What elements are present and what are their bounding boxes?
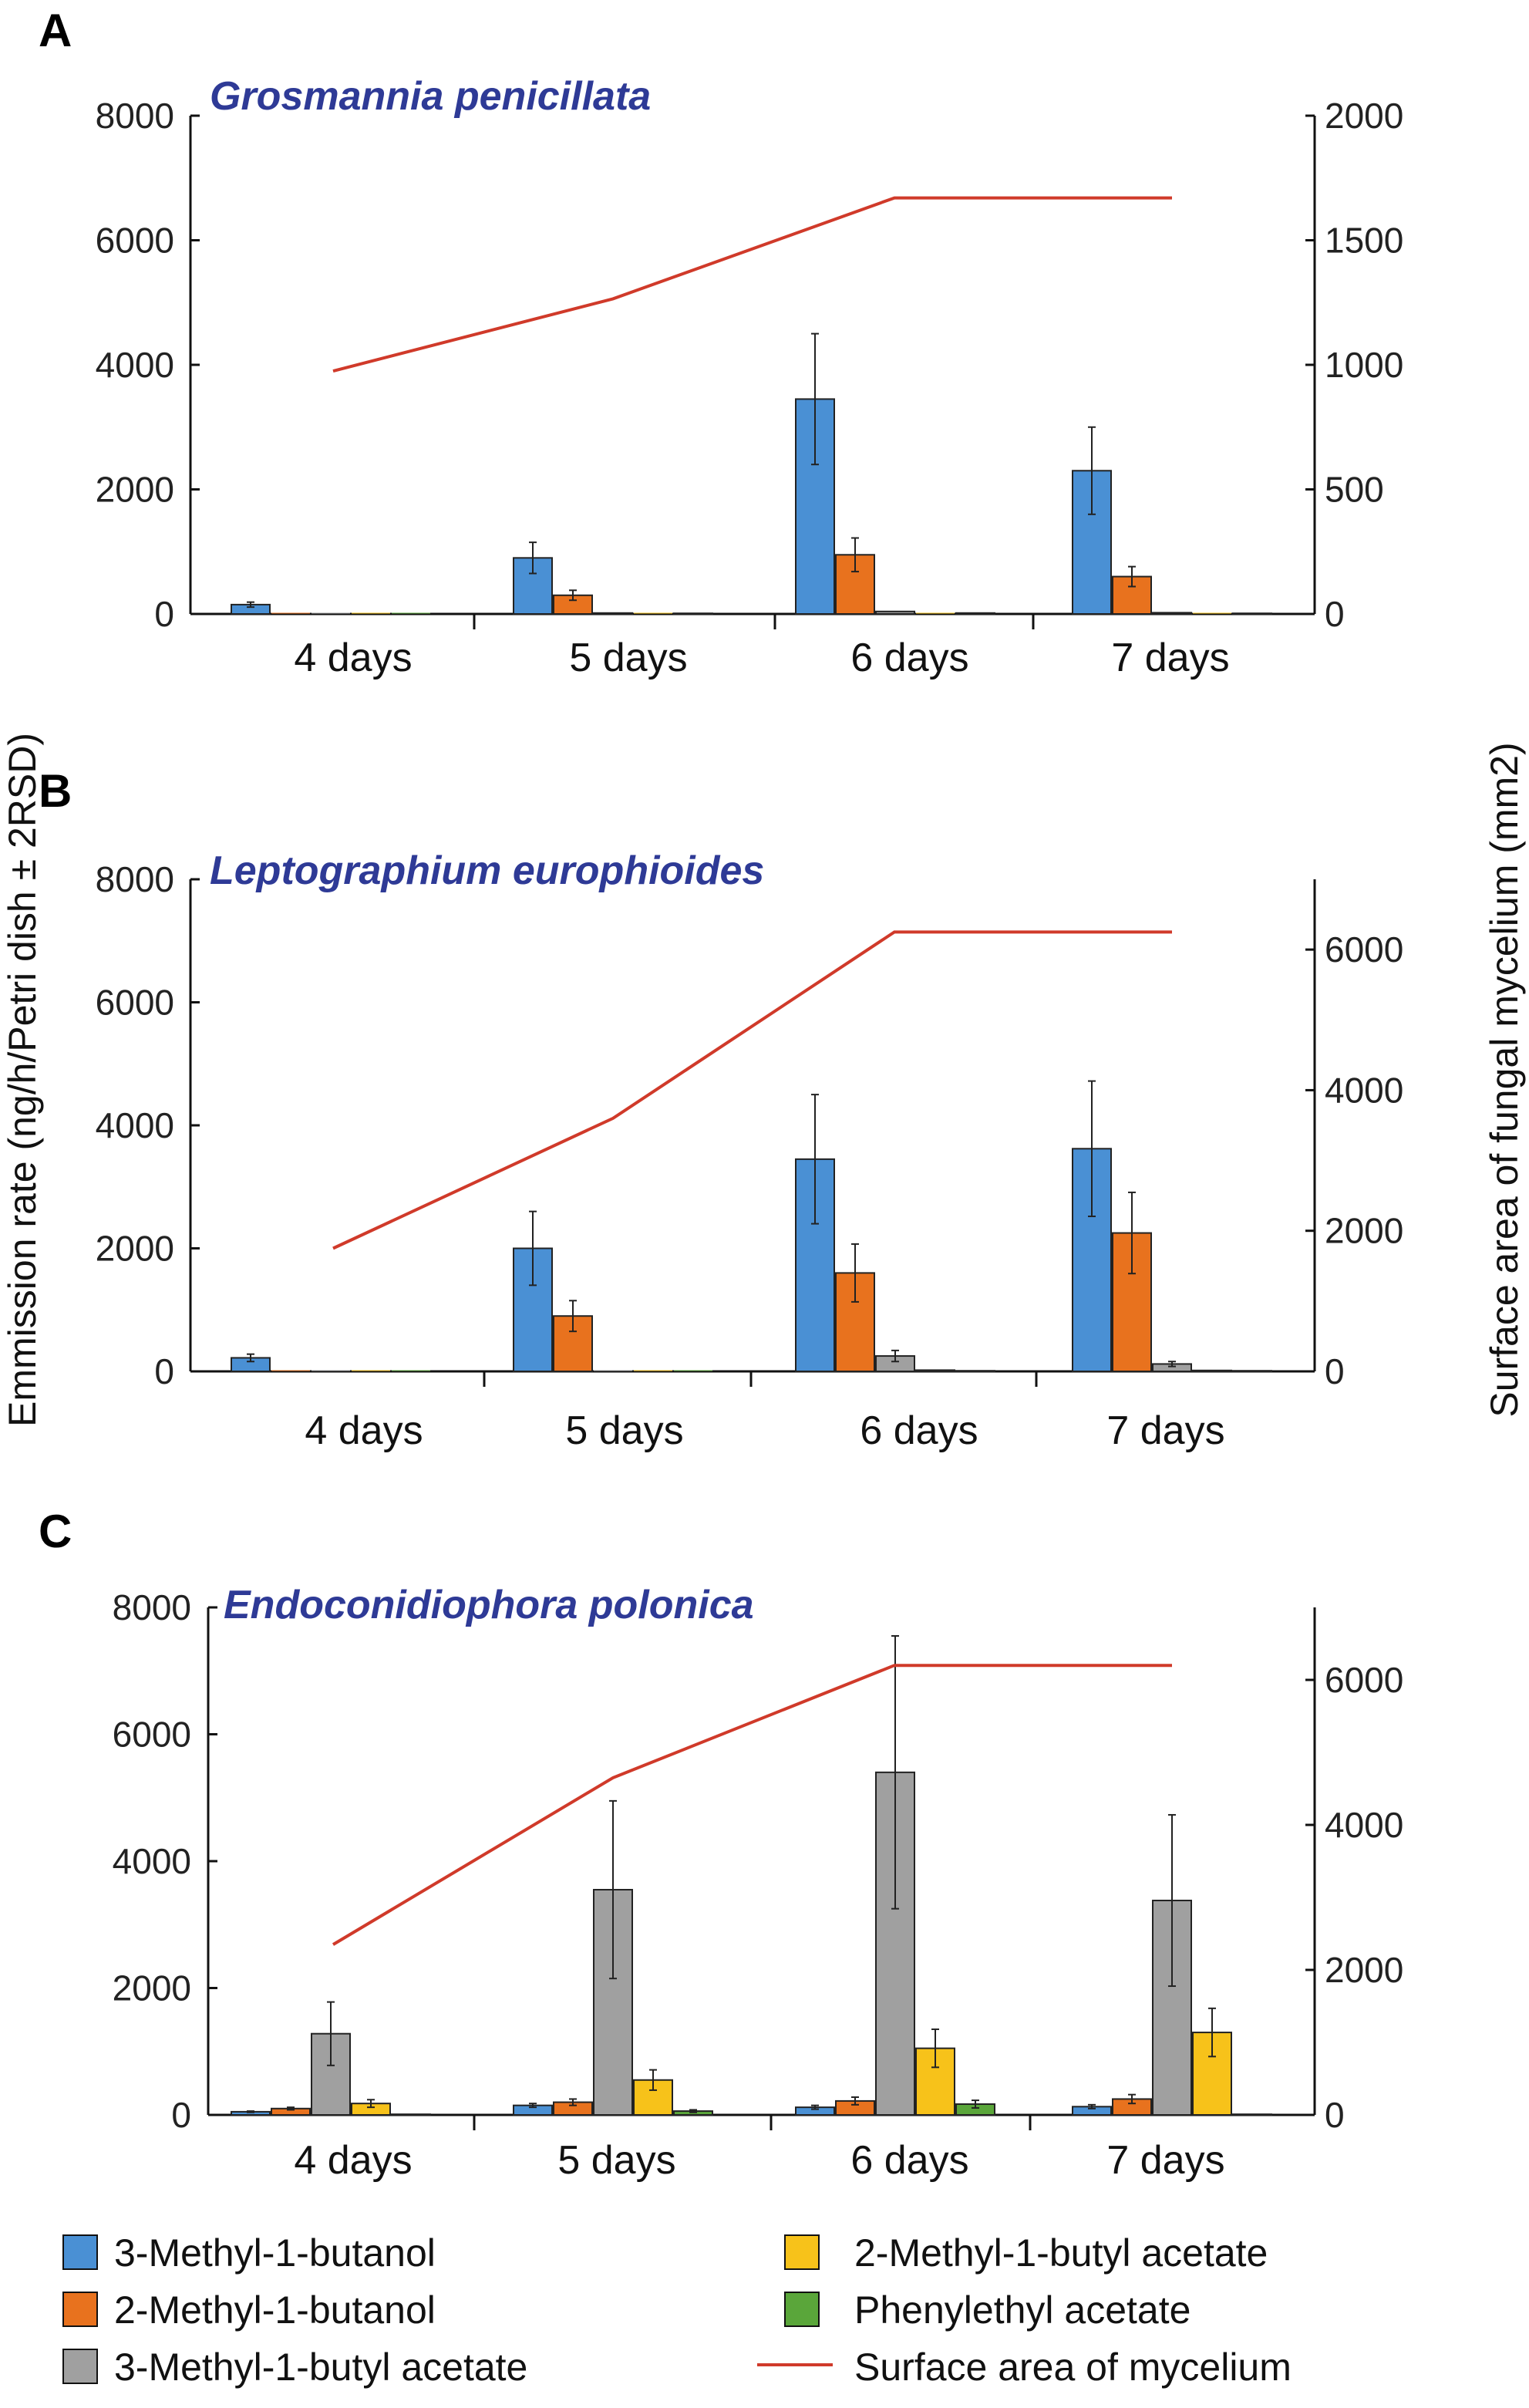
panel-a: A Grosmannia penicillata 0 2000 4000 6000 80… <box>39 5 1403 680</box>
bar <box>1232 612 1272 615</box>
bar <box>593 612 633 615</box>
category-label: 5 days <box>569 636 687 680</box>
legend-swatch <box>62 2292 98 2327</box>
y2-tick-label: 0 <box>1325 1351 1345 1391</box>
bar <box>391 2113 431 2116</box>
panel-b: B Leptographium europhioides 0 2000 4000 60… <box>39 765 1403 1453</box>
y2-tick-label: 1000 <box>1325 345 1403 385</box>
y2-tick-label: 4000 <box>1325 1070 1403 1110</box>
y2-tick-label: 6000 <box>1325 929 1403 970</box>
bar <box>915 1369 955 1373</box>
y2-tick-label: 0 <box>1325 594 1345 634</box>
category-label: 6 days <box>850 636 968 680</box>
y-tick-label: 8000 <box>113 1587 191 1627</box>
category-label: 4 days <box>294 636 412 680</box>
category-label: 6 days <box>860 1408 978 1453</box>
legend-swatch <box>784 2234 820 2270</box>
bar <box>875 610 915 615</box>
category-label: 4 days <box>305 1408 423 1453</box>
y-tick-label: 6000 <box>113 1715 191 1755</box>
panel-species-title: Leptographium europhioides <box>210 848 764 893</box>
y2-tick-label: 4000 <box>1325 1805 1403 1845</box>
y-tick-label: 2000 <box>96 470 174 510</box>
y2-tick-label: 6000 <box>1325 1660 1403 1700</box>
legend-label: 2-Methyl-1-butyl acetate <box>854 2231 1268 2275</box>
y2-tick-label: 500 <box>1325 470 1384 510</box>
legend-label: 3-Methyl-1-butanol <box>114 2231 436 2275</box>
legend-swatch <box>62 2349 98 2384</box>
y2-tick-label: 2000 <box>1325 96 1403 136</box>
legend-item: 2-Methyl-1-butyl acetate <box>784 2231 1268 2275</box>
y-tick-label: 2000 <box>96 1229 174 1269</box>
category-label: 4 days <box>294 2138 412 2183</box>
legend-item: Phenylethyl acetate <box>784 2288 1191 2332</box>
legend-item: Surface area of mycelium <box>757 2346 1292 2389</box>
y-tick-label: 4000 <box>96 1105 174 1145</box>
y2-tick-label: 0 <box>1325 2095 1345 2135</box>
surface-area-line <box>332 196 1172 373</box>
y2-tick-label: 2000 <box>1325 1211 1403 1251</box>
bar <box>1232 2113 1272 2116</box>
panel-letter: C <box>39 1506 72 1557</box>
y-tick-label: 8000 <box>96 96 174 136</box>
y-tick-label: 0 <box>154 1351 174 1391</box>
legend-item: 2-Methyl-1-butanol <box>62 2288 436 2332</box>
category-label: 7 days <box>1106 1408 1224 1453</box>
y-tick-label: 8000 <box>96 859 174 899</box>
legend-swatch <box>62 2234 98 2270</box>
legend-label: 2-Methyl-1-butanol <box>114 2288 436 2332</box>
bar <box>1152 612 1192 615</box>
left-axis-title: Emmission rate (ng/h/Petri dish ± 2RSD) <box>1 733 44 1427</box>
category-label: 7 days <box>1111 636 1229 680</box>
category-label: 6 days <box>850 2138 968 2183</box>
legend-label: Phenylethyl acetate <box>854 2288 1191 2332</box>
legend: 3-Methyl-1-butanol 2-Methyl-1-butanol 3-… <box>62 2231 1292 2389</box>
legend-item: 3-Methyl-1-butyl acetate <box>62 2346 527 2389</box>
legend-item: 3-Methyl-1-butanol <box>62 2231 436 2275</box>
category-label: 5 days <box>557 2138 675 2183</box>
bar <box>673 612 713 615</box>
category-label: 5 days <box>565 1408 683 1453</box>
y-tick-label: 4000 <box>113 1841 191 1881</box>
bar <box>955 612 995 615</box>
category-label: 7 days <box>1106 2138 1224 2183</box>
y-tick-label: 6000 <box>96 221 174 261</box>
panel-c: C Endoconidiophora polonica 0 2000 4000 600… <box>39 1506 1403 2183</box>
y-tick-label: 4000 <box>96 345 174 385</box>
panel-species-title: Endoconidiophora polonica <box>224 1583 754 1627</box>
panel-species-title: Grosmannia penicillata <box>210 74 651 119</box>
panel-letter: A <box>39 5 72 56</box>
surface-area-line <box>332 930 1172 1250</box>
legend-swatch <box>784 2292 820 2327</box>
legend-label: Surface area of mycelium <box>854 2346 1292 2389</box>
y2-tick-label: 1500 <box>1325 221 1403 261</box>
panel-letter: B <box>39 765 72 817</box>
y-tick-label: 0 <box>154 594 174 634</box>
right-axis-title: Surface area of fungal mycelium (mm2) <box>1483 742 1526 1417</box>
y-tick-label: 0 <box>171 2095 191 2135</box>
legend-label: 3-Methyl-1-butyl acetate <box>114 2346 527 2389</box>
y-tick-label: 2000 <box>113 1968 191 2008</box>
y-tick-label: 6000 <box>96 983 174 1023</box>
surface-area-line <box>332 1664 1172 1946</box>
y2-tick-label: 2000 <box>1325 1950 1403 1990</box>
